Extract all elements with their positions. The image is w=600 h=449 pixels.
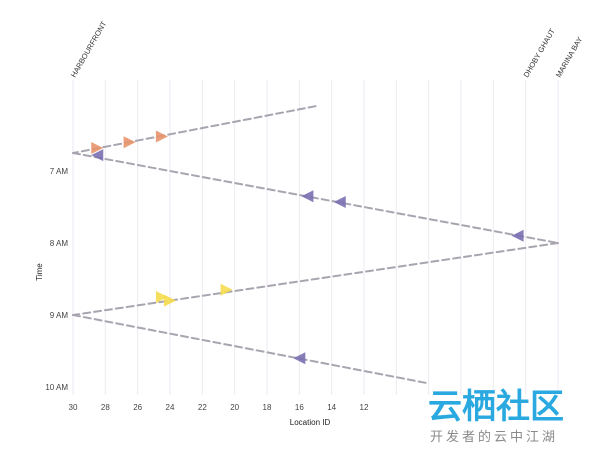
train-marker: [511, 229, 524, 242]
train-markers: [91, 130, 524, 365]
train-marker: [155, 291, 168, 303]
x-tick-label: 18: [263, 403, 272, 412]
y-tick-label: 10 AM: [45, 383, 68, 392]
x-tick-label: 20: [230, 403, 239, 412]
station-label: DHOBY GHAUT: [522, 27, 557, 79]
x-tick-label: 22: [198, 403, 207, 412]
route-line: [72, 314, 430, 385]
train-marker: [155, 130, 168, 143]
x-axis-title: Location ID: [290, 418, 331, 427]
route-line: [72, 242, 559, 316]
route-line: [72, 105, 317, 154]
x-tick-label: 28: [101, 403, 110, 412]
train-marker: [220, 283, 233, 296]
y-tick-label: 7 AM: [50, 167, 69, 176]
watermark-main: 云栖社区: [428, 387, 564, 427]
x-tick-label: 14: [327, 403, 336, 412]
vertical-grid: [72, 80, 559, 395]
train-marker: [91, 141, 104, 154]
y-tick-label: 9 AM: [50, 311, 69, 320]
x-tick-label: 24: [166, 403, 175, 412]
station-label: MARINA BAY: [554, 35, 584, 79]
train-marker: [91, 149, 104, 162]
train-marker: [333, 195, 346, 208]
route-line: [72, 152, 559, 244]
train-marker: [293, 352, 306, 365]
axis-ticks: 30 28 26 24 22 20 18 16 14 12 7 AM 8 AM 9 AM 10 AM: [45, 167, 369, 412]
y-tick-label: 8 AM: [50, 239, 69, 248]
train-marker: [164, 294, 176, 307]
watermark: 云栖社区 开发者的云中江湖: [428, 387, 564, 445]
watermark-sub: 开发者的云中江湖: [430, 429, 558, 445]
y-axis-title: Time: [35, 263, 44, 281]
x-tick-label: 30: [69, 403, 78, 412]
x-tick-label: 12: [360, 403, 369, 412]
route-lines: [72, 105, 559, 385]
train-marker: [123, 136, 136, 149]
x-tick-label: 16: [295, 403, 304, 412]
station-label: HARBOURFRONT: [69, 19, 109, 79]
x-tick-label: 26: [133, 403, 142, 412]
train-marker: [301, 190, 314, 203]
